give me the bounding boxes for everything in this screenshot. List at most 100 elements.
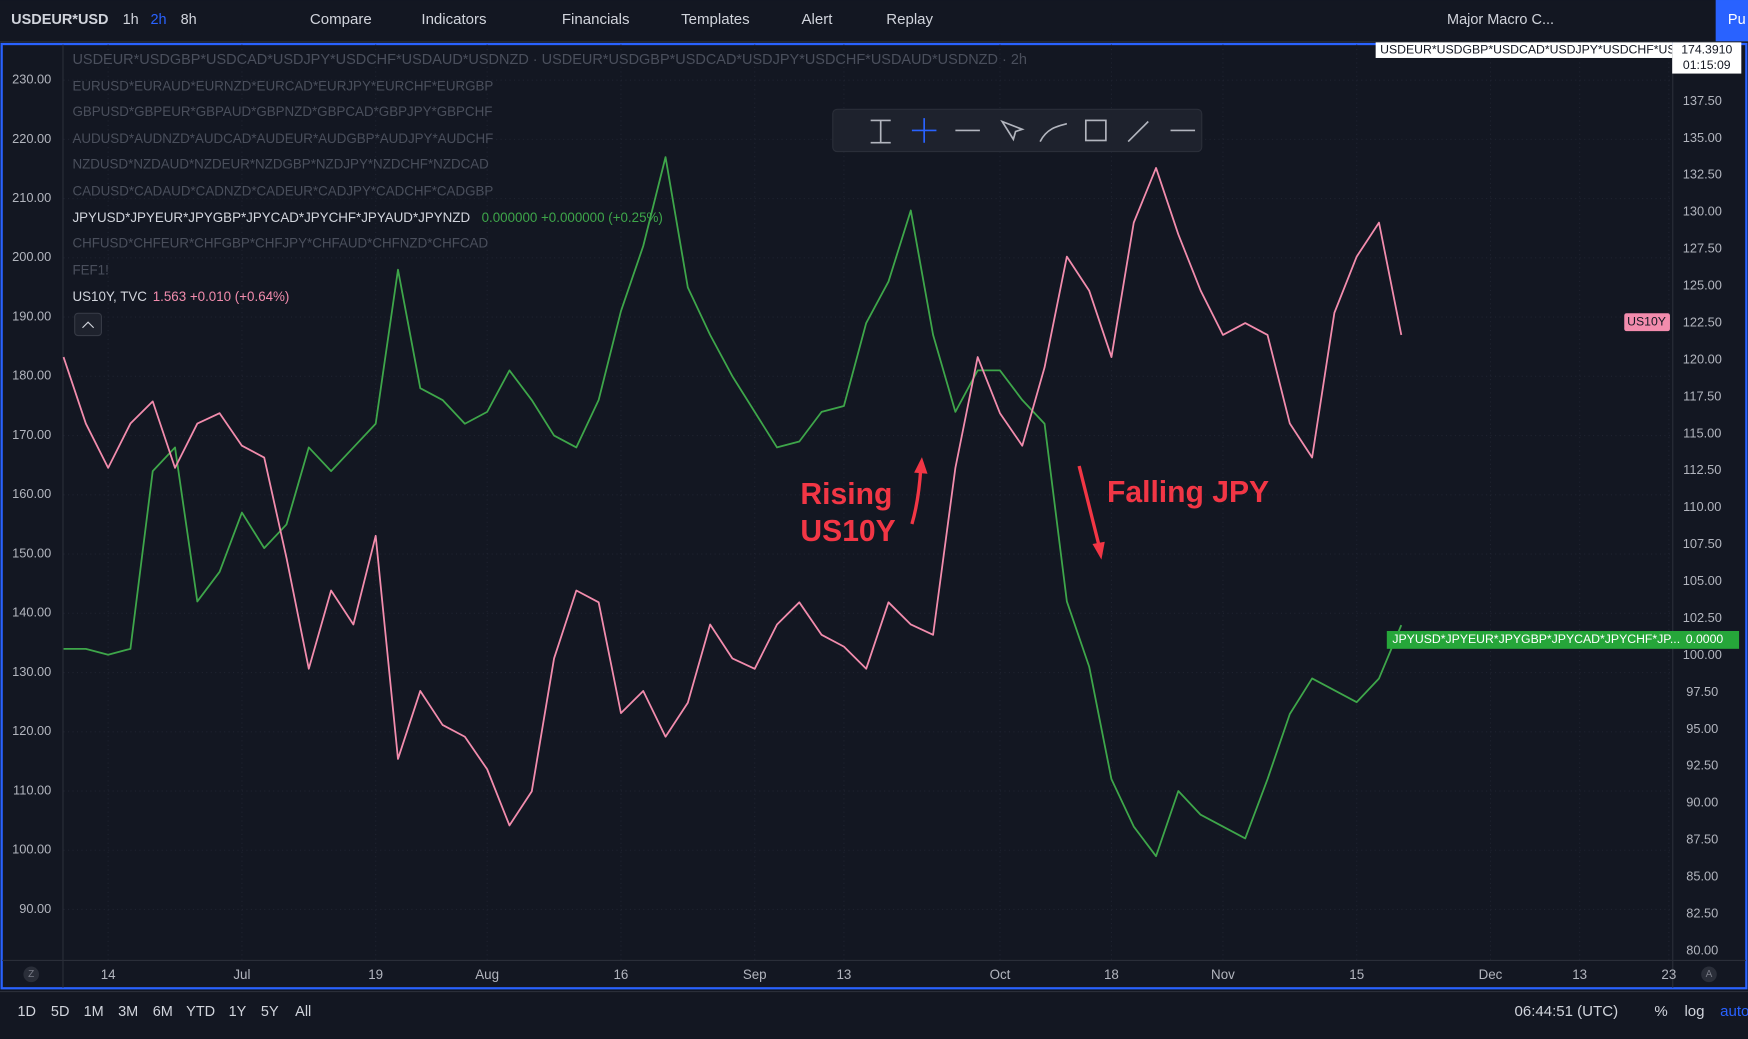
y2-tick-label: 110.00: [1683, 499, 1721, 514]
percent-button[interactable]: %: [1654, 1003, 1667, 1020]
y-tick-label: 210.00: [12, 190, 51, 205]
interval-button[interactable]: 8h: [181, 12, 197, 28]
badge-label: 0.0000: [1686, 632, 1724, 646]
toolbar-button[interactable]: Financials: [562, 11, 630, 28]
badge-bg: [1672, 42, 1742, 74]
range-button[interactable]: 5D: [51, 1004, 70, 1020]
badge-bg: [1624, 313, 1670, 332]
x-tick-label: 13: [1572, 967, 1587, 982]
y2-tick-label: 97.50: [1686, 684, 1718, 699]
x-tick-label: 14: [101, 967, 116, 982]
toolbar-button[interactable]: Indicators: [421, 11, 486, 28]
x-tick-label: Nov: [1211, 967, 1235, 982]
plot: [62, 156, 1403, 858]
publish-label[interactable]: Pu: [1728, 12, 1746, 28]
toolbar-button[interactable]: Replay: [886, 11, 933, 28]
y-tick-label: 130.00: [12, 664, 51, 679]
y2-tick-label: 130.00: [1683, 204, 1722, 219]
log-button[interactable]: log: [1684, 1003, 1704, 1020]
interval-button[interactable]: 1h: [123, 12, 139, 28]
grid: [63, 44, 1673, 960]
tool-icon[interactable]: [870, 119, 891, 144]
collapse-legend[interactable]: [74, 312, 103, 337]
auto-button[interactable]: auto: [1720, 1003, 1748, 1020]
symbol[interactable]: USDEUR*USD: [11, 12, 108, 28]
x-tick-label: Dec: [1479, 967, 1503, 982]
axis-button-label: A: [1706, 969, 1713, 980]
y2-tick-label: 112.50: [1683, 462, 1721, 477]
tool-icon[interactable]: [911, 118, 937, 143]
y2-tick-label: 102.50: [1683, 610, 1722, 625]
toolbar-button[interactable]: Compare: [310, 11, 372, 28]
range-button[interactable]: 1D: [17, 1004, 36, 1020]
legend-hidden: NZDUSD*NZDAUD*NZDEUR*NZDGBP*NZDJPY*NZDCH…: [72, 157, 489, 172]
range-button[interactable]: 1M: [84, 1004, 104, 1020]
y-tick-label: 150.00: [12, 545, 51, 560]
toolbar-button[interactable]: Templates: [681, 11, 750, 28]
y-tick-label: 190.00: [12, 308, 51, 323]
collapse-icon: [82, 321, 95, 329]
y2-tick-label: 115.00: [1683, 425, 1721, 440]
clock: 06:44:51 (UTC): [1514, 1003, 1618, 1020]
badge-bg: [1386, 630, 1740, 649]
range-button[interactable]: 3M: [118, 1004, 138, 1020]
legend-hidden: AUDUSD*AUDNZD*AUDCAD*AUDEUR*AUDGBP*AUDJP…: [72, 131, 493, 146]
y2-tick-label: 132.50: [1683, 167, 1722, 182]
x-tick-label: 19: [368, 967, 383, 982]
x-tick-label: 18: [1104, 967, 1119, 982]
y2-tick-label: 127.50: [1683, 241, 1722, 256]
y2-tick-label: 105.00: [1683, 573, 1722, 588]
badge-bg: [1375, 42, 1673, 58]
drawing-toolbar: [832, 108, 1203, 153]
y-tick-label: 100.00: [12, 842, 51, 857]
series-line: [62, 167, 1403, 827]
y-tick-label: 120.00: [12, 723, 51, 738]
range-button[interactable]: All: [295, 1004, 311, 1020]
y2-tick-label: 117.50: [1683, 388, 1721, 403]
x-tick-label: Oct: [990, 967, 1011, 982]
legend-hidden: CADUSD*CADAUD*CADNZD*CADEUR*CADJPY*CADCH…: [72, 183, 493, 198]
range-button[interactable]: 1Y: [229, 1004, 247, 1020]
toolbar-button[interactable]: Alert: [802, 11, 834, 28]
axis-button[interactable]: [23, 966, 40, 983]
y2-tick-label: 137.50: [1683, 93, 1722, 108]
y-tick-label: 200.00: [12, 249, 51, 264]
badge-label: 01:15:09: [1683, 58, 1731, 72]
legend-hidden: EURUSD*EURAUD*EURNZD*EURCAD*EURJPY*EURCH…: [72, 78, 493, 93]
x-tick-label: Sep: [743, 967, 767, 982]
tool-icon[interactable]: [1039, 122, 1068, 142]
x-tick-label: Jul: [233, 967, 250, 982]
range-button[interactable]: 5Y: [261, 1004, 279, 1020]
tool-icon[interactable]: [1127, 120, 1149, 143]
x-tick-label: Aug: [475, 967, 499, 982]
y-tick-label: 180.00: [12, 368, 51, 383]
x-tick-label: 16: [614, 967, 629, 982]
legend-hidden: FEF1!: [72, 262, 108, 277]
annotation-arrowhead: [1092, 541, 1105, 560]
badge-label: US10Y: [1627, 314, 1666, 328]
publish-button[interactable]: [1715, 0, 1748, 42]
chart-frame: [0, 42, 1748, 990]
y-tick-label: 160.00: [12, 486, 51, 501]
badge-label: USDEUR*USDGBP*USDCAD*USDJPY*USDCHF*US...: [1380, 42, 1686, 56]
range-button[interactable]: YTD: [186, 1004, 215, 1020]
range-button[interactable]: 6M: [153, 1004, 173, 1020]
layout-button[interactable]: Major Macro C...: [1447, 12, 1554, 28]
y2-tick-label: 100.00: [1683, 647, 1722, 662]
y-tick-label: 230.00: [12, 72, 51, 87]
tool-icon[interactable]: [1000, 119, 1025, 142]
y2-tick-label: 107.50: [1683, 536, 1722, 551]
x-tick-label: 13: [836, 967, 851, 982]
axis-button[interactable]: [1701, 966, 1717, 983]
series-line: [63, 156, 1403, 858]
interval-button[interactable]: 2h: [150, 12, 166, 28]
x-tick-label: 23: [1661, 967, 1676, 982]
y-tick-label: 170.00: [12, 427, 51, 442]
legend-series: JPYUSD*JPYEUR*JPYGBP*JPYCAD*JPYCHF*JPYAU…: [72, 210, 470, 225]
legend-hidden: CHFUSD*CHFEUR*CHFGBP*CHFJPY*CHFAUD*CHFNZ…: [72, 236, 488, 251]
legend-values: 1.563 +0.010 (+0.64%): [153, 289, 290, 304]
tool-icon[interactable]: [1084, 119, 1107, 142]
x-tick-label: 15: [1349, 967, 1364, 982]
